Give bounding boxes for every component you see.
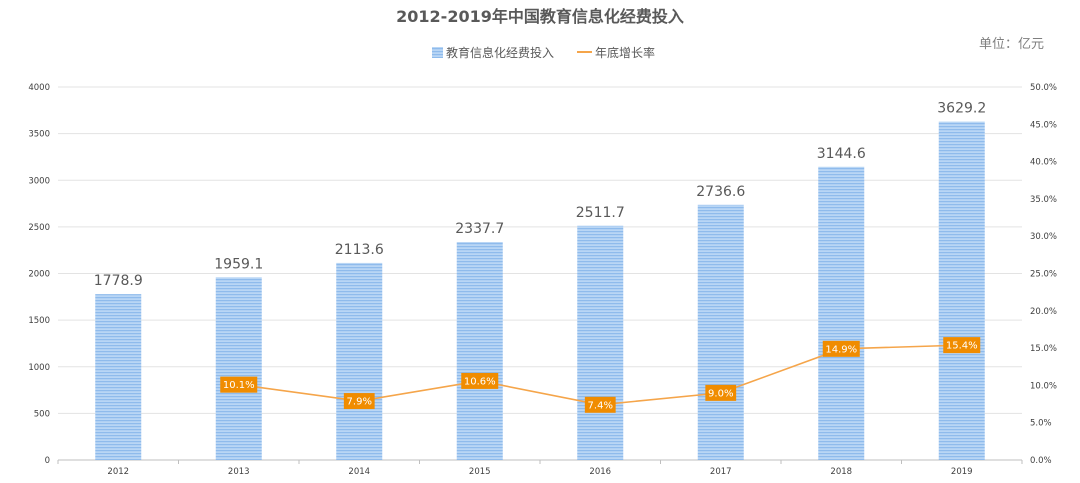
line-data-label: 15.4% xyxy=(946,341,978,352)
chart-title: 2012-2019年中国教育信息化经费投入 xyxy=(396,7,684,26)
bar-data-label: 1959.1 xyxy=(214,256,263,272)
right-y-tick-label: 45.0% xyxy=(1030,120,1057,130)
bar-data-label: 2113.6 xyxy=(335,242,384,258)
legend: 教育信息化经费投入 年底增长率 xyxy=(432,45,655,60)
bar-data-label: 2736.6 xyxy=(696,184,745,200)
line-data-label: 10.6% xyxy=(464,376,496,387)
bar-data-label: 1778.9 xyxy=(94,273,143,289)
bar-data-label: 3629.2 xyxy=(937,101,986,117)
line-data-label: 10.1% xyxy=(223,380,255,391)
bar xyxy=(818,166,865,460)
bar xyxy=(938,121,985,461)
x-tick-label: 2019 xyxy=(951,467,973,477)
legend-bar-swatch xyxy=(432,47,443,58)
right-y-tick-label: 10.0% xyxy=(1030,381,1057,391)
line-label-box xyxy=(220,376,258,393)
right-y-tick-label: 15.0% xyxy=(1030,344,1057,354)
left-y-tick-label: 1000 xyxy=(28,363,50,373)
line-label-box xyxy=(343,393,375,410)
bar-data-labels: 1778.9 1959.1 2113.6 2337.7 2511.7 2736.6 3144… xyxy=(94,101,987,290)
x-tick-label: 2012 xyxy=(107,467,129,477)
line-data-label: 9.0% xyxy=(708,388,733,399)
right-y-tick-label: 0.0% xyxy=(1030,456,1052,466)
unit-label: 单位：亿元 xyxy=(979,37,1044,52)
right-y-axis: 0.0% 5.0% 10.0% 15.0% 20.0% 25.0% 30.0% 35.0% 40… xyxy=(1030,83,1057,466)
line-data-labels: 10.1% 7.9% 10.6% 7.4% 9.0% 14.9% 15.4% xyxy=(220,337,981,413)
line-data-label: 7.4% xyxy=(588,400,613,411)
right-y-tick-label: 25.0% xyxy=(1030,270,1057,280)
bar xyxy=(456,242,503,460)
line-label-box xyxy=(705,384,737,401)
line-label-box xyxy=(943,337,981,354)
x-tick-label: 2013 xyxy=(228,467,250,477)
right-y-tick-label: 40.0% xyxy=(1030,158,1057,168)
left-y-tick-label: 2500 xyxy=(28,223,50,233)
legend-line-label: 年底增长率 xyxy=(595,45,655,60)
bar-series xyxy=(95,121,985,461)
x-axis: 2012 2013 2014 2015 2016 2017 2018 2019 xyxy=(57,459,1023,477)
right-y-tick-label: 30.0% xyxy=(1030,232,1057,242)
left-y-tick-label: 2000 xyxy=(28,270,50,280)
x-tick-label: 2018 xyxy=(830,467,852,477)
x-tick-label: 2016 xyxy=(589,467,611,477)
line-label-box xyxy=(461,372,499,389)
line-data-label: 14.9% xyxy=(825,344,857,355)
left-y-axis: 0 500 1000 1500 2000 2500 3000 3500 4000 xyxy=(28,83,50,466)
bar xyxy=(336,262,383,460)
bar-data-label: 3144.6 xyxy=(817,146,866,162)
right-y-tick-label: 20.0% xyxy=(1030,307,1057,317)
bar xyxy=(577,225,624,460)
line-label-box xyxy=(822,340,860,357)
gridlines xyxy=(58,86,1022,414)
bar-data-label: 2337.7 xyxy=(455,221,504,237)
left-y-tick-label: 3000 xyxy=(28,176,50,186)
right-y-tick-label: 5.0% xyxy=(1030,419,1052,429)
right-y-tick-label: 35.0% xyxy=(1030,195,1057,205)
left-y-tick-label: 1500 xyxy=(28,316,50,326)
line-label-box xyxy=(584,396,616,413)
left-y-tick-label: 3500 xyxy=(28,130,50,140)
legend-bar-label: 教育信息化经费投入 xyxy=(446,45,554,60)
x-tick-label: 2015 xyxy=(469,467,491,477)
x-tick-label: 2017 xyxy=(710,467,732,477)
bar-data-label: 2511.7 xyxy=(576,205,625,221)
bar xyxy=(95,294,142,460)
left-y-tick-label: 4000 xyxy=(28,83,50,93)
line-data-label: 7.9% xyxy=(347,397,372,408)
left-y-tick-label: 500 xyxy=(34,409,50,419)
x-tick-label: 2014 xyxy=(348,467,370,477)
bar xyxy=(697,204,744,460)
bar xyxy=(215,277,262,460)
left-y-tick-label: 0 xyxy=(45,456,50,466)
right-y-tick-label: 50.0% xyxy=(1030,83,1057,93)
